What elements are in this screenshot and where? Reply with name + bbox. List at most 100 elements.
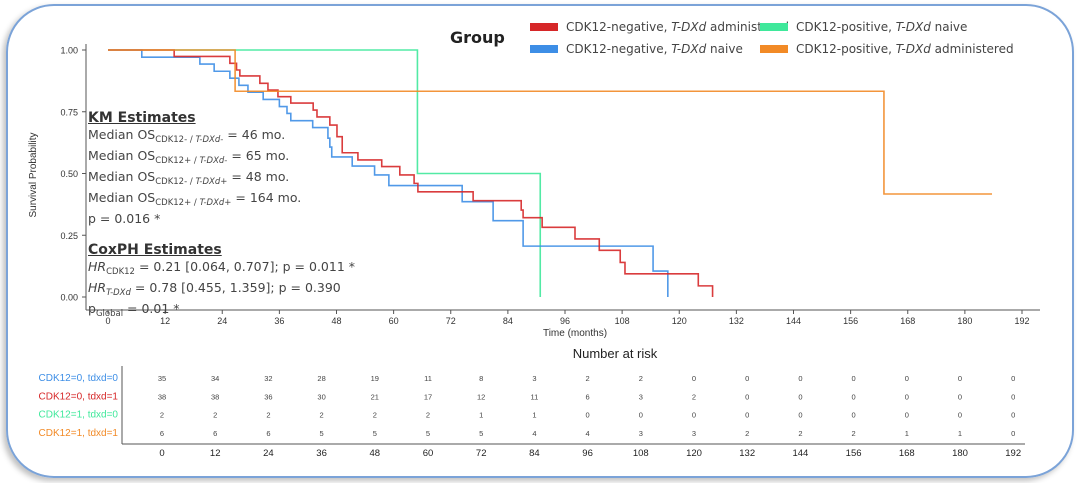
risk-count: 0	[745, 392, 749, 401]
risk-count: 2	[692, 392, 696, 401]
y-tick-label: 0.00	[60, 293, 78, 303]
risk-count: 0	[798, 374, 802, 383]
risk-count: 3	[639, 429, 643, 438]
x-tick-label: 96	[560, 316, 570, 326]
x-tick-label: 24	[217, 316, 227, 326]
risk-count: 36	[264, 392, 272, 401]
risk-count: 2	[266, 411, 270, 420]
x-tick-label: 180	[957, 316, 972, 326]
risk-count: 4	[586, 429, 590, 438]
x-tick-label: 144	[786, 316, 801, 326]
risk-count: 0	[958, 411, 962, 420]
km-estimates: KM Estimates Median OSCDK12- / T-DXd- = …	[88, 109, 355, 322]
risk-count: 2	[213, 411, 217, 420]
legend-item: CDK12-negative, T-DXd naive	[530, 42, 743, 56]
x-tick-label: 168	[900, 316, 915, 326]
risk-time-label: 180	[952, 448, 968, 459]
x-tick-label: 72	[446, 316, 456, 326]
x-tick-label: 0	[105, 316, 110, 326]
risk-row-label: CDK12=0, tdxd=1	[39, 391, 119, 402]
risk-count: 2	[639, 374, 643, 383]
risk-count: 0	[798, 411, 802, 420]
risk-count: 0	[905, 411, 909, 420]
risk-count: 38	[158, 392, 166, 401]
x-tick-label: 192	[1014, 316, 1029, 326]
risk-count: 0	[692, 411, 696, 420]
y-tick-label: 0.25	[60, 231, 78, 241]
risk-time-label: 120	[686, 448, 702, 459]
legend-item: CDK12-negative, T-DXd administered	[530, 20, 789, 34]
risk-row-label: CDK12=0, tdxd=0	[39, 373, 119, 384]
x-tick-label: 108	[615, 316, 630, 326]
km-curve-1	[108, 49, 669, 297]
risk-count: 0	[745, 374, 749, 383]
risk-count: 34	[211, 374, 219, 383]
risk-count: 1	[905, 429, 909, 438]
median-os-line: Median OSCDK12+ / T-DXd+ = 164 mo.	[88, 190, 302, 208]
legend-label: CDK12-negative, T-DXd naive	[566, 42, 743, 56]
risk-time-label: 96	[582, 448, 593, 459]
risk-count: 0	[639, 411, 643, 420]
x-tick-label: 120	[672, 316, 687, 326]
risk-count: 30	[317, 392, 325, 401]
risk-count: 0	[1011, 392, 1015, 401]
risk-time-label: 192	[1005, 448, 1021, 459]
risk-count: 0	[586, 411, 590, 420]
chart-frame	[6, 4, 1074, 478]
risk-time-label: 156	[846, 448, 862, 459]
x-tick-label: 12	[160, 316, 170, 326]
risk-count: 2	[745, 429, 749, 438]
risk-time-label: 36	[316, 448, 327, 459]
legend-swatch	[530, 23, 558, 31]
risk-time-label: 72	[476, 448, 487, 459]
x-tick-label: 132	[729, 316, 744, 326]
risk-count: 6	[213, 429, 217, 438]
legend-title: Group	[450, 28, 505, 47]
risk-count: 11	[424, 374, 432, 383]
risk-count: 38	[211, 392, 219, 401]
risk-count: 2	[320, 411, 324, 420]
risk-time-label: 108	[633, 448, 649, 459]
risk-count: 0	[745, 411, 749, 420]
risk-count: 6	[586, 392, 590, 401]
risk-count: 2	[586, 374, 590, 383]
median-os-line: Median OSCDK12- / T-DXd+ = 48 mo.	[88, 169, 290, 187]
risk-count: 3	[639, 392, 643, 401]
risk-time-label: 0	[159, 448, 164, 459]
y-tick-label: 1.00	[60, 46, 78, 56]
risk-count: 35	[158, 374, 166, 383]
risk-count: 32	[264, 374, 272, 383]
risk-count: 1	[479, 411, 483, 420]
risk-count: 6	[160, 429, 164, 438]
y-axis-label: Survival Probability	[28, 132, 39, 217]
median-os-line: Median OSCDK12- / T-DXd- = 46 mo.	[88, 127, 286, 145]
legend-swatch	[530, 45, 558, 53]
legend-item: CDK12-positive, T-DXd naive	[760, 20, 967, 34]
km-p-value: p = 0.016 *	[88, 211, 161, 226]
risk-count: 2	[160, 411, 164, 420]
risk-count: 0	[1011, 411, 1015, 420]
hr-cdk12: HRCDK12 = 0.21 [0.064, 0.707]; p = 0.011…	[88, 259, 356, 277]
legend-swatch	[760, 45, 788, 53]
risk-time-label: 60	[423, 448, 434, 459]
x-tick-label: 156	[843, 316, 858, 326]
risk-count: 5	[320, 429, 324, 438]
risk-count: 0	[905, 374, 909, 383]
risk-count: 0	[958, 392, 962, 401]
x-tick-label: 36	[274, 316, 284, 326]
cox-title: CoxPH Estimates	[88, 242, 222, 258]
legend-label: CDK12-negative, T-DXd administered	[566, 20, 789, 34]
risk-count: 11	[531, 392, 539, 401]
median-os-line: Median OSCDK12+ / T-DXd- = 65 mo.	[88, 148, 290, 166]
y-tick-label: 0.50	[60, 169, 78, 179]
risk-row-label: CDK12=1, tdxd=0	[39, 410, 119, 421]
risk-count: 5	[373, 429, 377, 438]
hr-tdxd: HRT-DXd = 0.78 [0.455, 1.359]; p = 0.390	[88, 280, 341, 298]
legend-label: CDK12-positive, T-DXd naive	[796, 20, 968, 34]
risk-count: 0	[958, 374, 962, 383]
risk-time-label: 24	[263, 448, 274, 459]
risk-count: 6	[266, 429, 270, 438]
km-curve-0	[108, 49, 714, 297]
risk-count: 17	[424, 392, 432, 401]
